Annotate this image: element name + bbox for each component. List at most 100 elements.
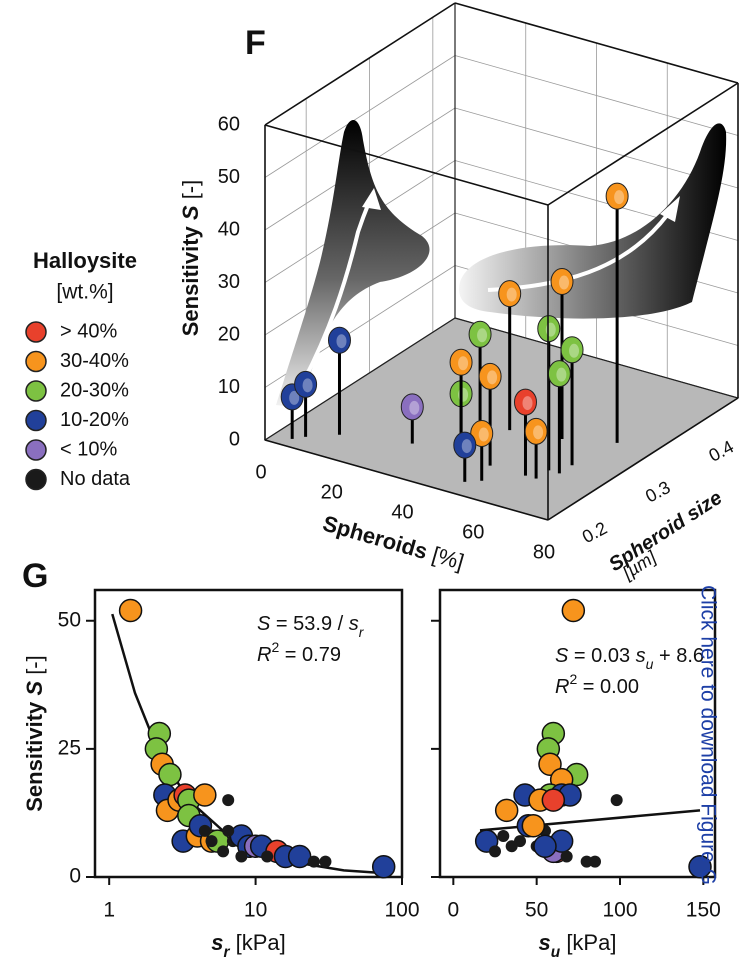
grid-line [264, 55, 456, 178]
point [217, 845, 230, 858]
legend-swatch [25, 468, 47, 491]
point [198, 824, 211, 837]
plot-frame [93, 588, 404, 879]
annotation-part: r [359, 624, 365, 640]
annotation: S = 53.9 / sr [257, 613, 365, 639]
x-axis-title-part: [%] [424, 540, 467, 574]
trend-arrow [298, 199, 372, 389]
y-tick-label: 0.3 [642, 477, 673, 506]
point [561, 598, 586, 623]
x-axis-title-part: r [224, 944, 231, 961]
point-highlight [477, 328, 488, 343]
download-link[interactable]: Click here to download Figure G [696, 585, 719, 885]
z-tick-label: 0 [229, 428, 240, 450]
annotation: R2 = 0.00 [555, 671, 639, 699]
point-highlight [336, 334, 347, 349]
point [319, 855, 332, 868]
box-edge [454, 2, 739, 84]
point [453, 431, 477, 459]
annotation-part: = 0.79 [279, 644, 341, 666]
z-axis-title-part: [-] [178, 180, 203, 206]
x-tick-label: 100 [384, 899, 419, 922]
legend-label: 30-40% [60, 350, 129, 372]
z-axis-title-part: Sensitivity [178, 220, 203, 336]
point [513, 388, 537, 416]
x-axis-title-part: s [539, 930, 551, 955]
box-edge [454, 317, 739, 399]
point-highlight [461, 439, 472, 454]
trend-shape [276, 120, 430, 408]
point [560, 336, 584, 364]
point [498, 280, 522, 308]
y-tick-label: 0 [69, 865, 81, 888]
box-edge [264, 439, 549, 521]
annotation-part: + 8.6 [653, 645, 704, 667]
point [307, 855, 320, 868]
annotation: R2 = 0.79 [257, 639, 341, 667]
point-highlight [478, 427, 489, 442]
z-tick-label: 10 [218, 376, 240, 398]
point [560, 850, 573, 863]
legend-swatch [25, 321, 47, 343]
annotation-part: S [555, 645, 569, 667]
x-axis-title-part: [kPa] [560, 930, 616, 955]
legend-label: 20-30% [60, 379, 129, 401]
y-axis-title-part: S [22, 681, 47, 696]
legend-title: Halloysite [33, 248, 137, 273]
z-tick-label: 60 [218, 113, 240, 135]
point-highlight [487, 370, 498, 385]
point [205, 835, 218, 848]
x-tick-label: 40 [391, 501, 413, 523]
point [497, 830, 510, 842]
x-tick-label: 20 [321, 481, 343, 503]
legend-label: < 10% [60, 438, 117, 460]
legend: > 40% 30-40% 20-30% 10-20% < 10% No data [25, 320, 131, 491]
x-tick-label: 0 [447, 899, 459, 922]
point [521, 814, 546, 838]
point [550, 268, 574, 296]
point-highlight [533, 425, 544, 440]
x-axis-title: su [kPa] [539, 930, 617, 961]
point [294, 370, 318, 398]
box-edge [264, 2, 456, 126]
point [158, 762, 182, 787]
annotation-part: s [349, 613, 359, 635]
annotation-part: 2 [569, 671, 577, 687]
z-axis-title-part: S [178, 205, 203, 220]
x-axis-title-part: Spheroids [320, 510, 430, 564]
point [327, 326, 351, 354]
x-axis-title-part: [kPa] [230, 930, 286, 955]
x-tick-label: 100 [602, 899, 637, 922]
point-highlight [506, 287, 517, 302]
x-tick-label: 150 [686, 899, 721, 922]
x-axis-title-part: s [211, 930, 223, 955]
arrowhead [660, 196, 680, 222]
point [505, 840, 518, 853]
legend-swatch [25, 409, 47, 432]
x-tick-label: 50 [525, 899, 548, 922]
annotation-part: = 0.03 [568, 645, 635, 667]
x-axis-title: sr [kPa] [211, 930, 286, 961]
annotation-part: = 0.00 [577, 676, 639, 698]
legend-swatch [25, 350, 47, 373]
point-highlight [302, 378, 313, 393]
point-highlight [409, 400, 420, 415]
point [371, 855, 396, 879]
annotation-part: S [257, 613, 271, 635]
point [235, 850, 248, 863]
trend-shape [459, 123, 727, 319]
x-axis-title-part: u [551, 944, 561, 961]
legend-swatch [25, 380, 47, 402]
annotation-part: R [257, 644, 271, 666]
point-highlight [559, 275, 570, 290]
annotation-part: s [636, 645, 646, 667]
point [580, 855, 593, 868]
annotation-part: = 53.9 / [270, 613, 348, 635]
z-axis-title: Sensitivity S [-] [178, 180, 203, 337]
y-tick-label: 50 [58, 608, 81, 631]
legend-label: > 40% [60, 320, 117, 342]
point [478, 362, 502, 390]
x-tick-label: 10 [244, 899, 267, 922]
point-highlight [522, 396, 533, 411]
